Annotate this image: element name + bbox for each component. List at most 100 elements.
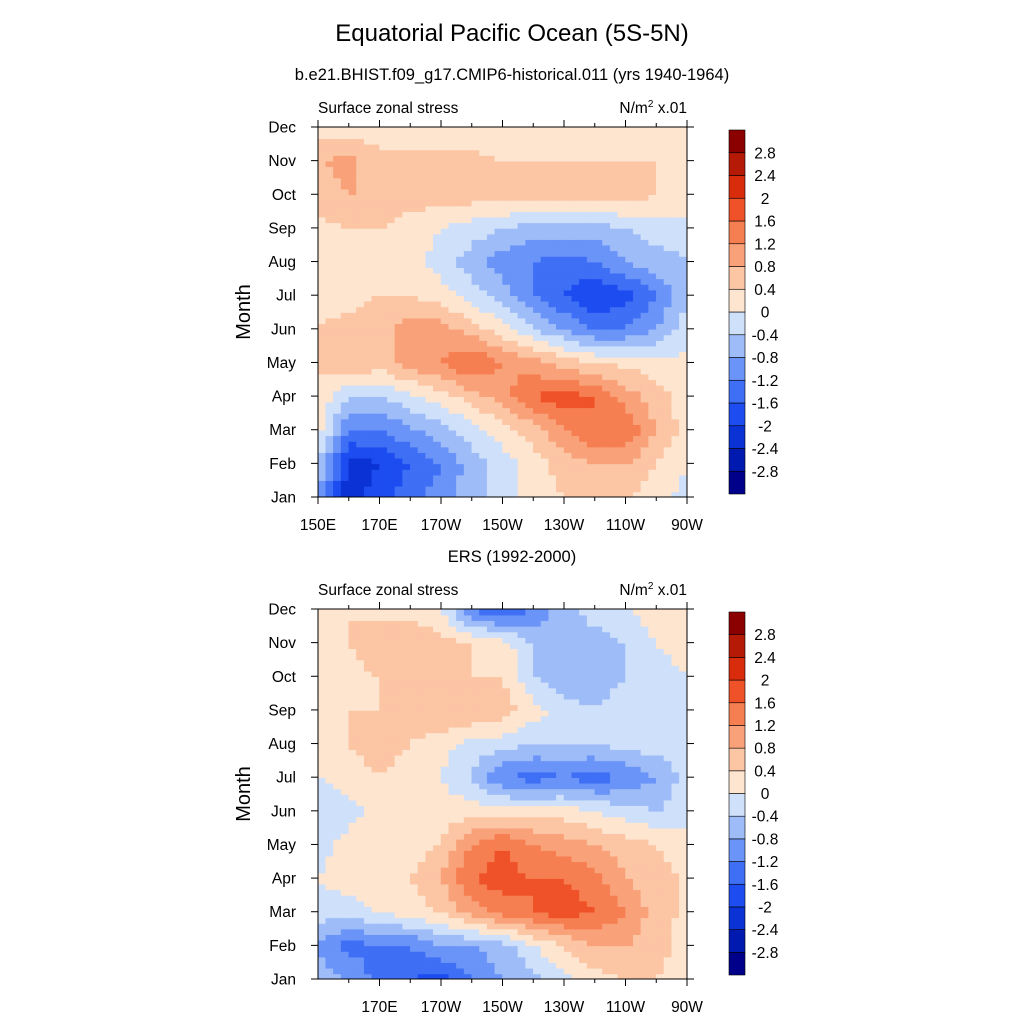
heatmap-cell [625, 283, 634, 291]
heatmap-cell [463, 883, 473, 891]
heatmap-cell [394, 849, 404, 857]
heatmap-cell [348, 266, 358, 274]
heatmap-cell [433, 367, 442, 375]
heatmap-cell [356, 776, 365, 784]
heatmap-cell [509, 883, 519, 891]
heatmap-cell [325, 244, 335, 252]
heatmap-cell [571, 384, 581, 392]
heatmap-cell [517, 922, 527, 930]
heatmap-cell [632, 390, 642, 397]
heatmap-cell [640, 345, 650, 353]
heatmap-cell [318, 194, 327, 201]
heatmap-cell [679, 412, 687, 420]
heatmap-cell [325, 250, 335, 257]
heatmap-cell [548, 311, 558, 319]
heatmap-cell [325, 771, 335, 778]
heatmap-cell [671, 154, 681, 162]
heatmap-cell [348, 401, 358, 409]
heatmap-cell [340, 765, 350, 773]
heatmap-cell [333, 216, 342, 224]
heatmap-cell [586, 345, 596, 353]
heatmap-cell [525, 872, 535, 879]
heatmap-cell [386, 849, 396, 857]
heatmap-cell [609, 266, 619, 274]
heatmap-cell [410, 659, 419, 666]
heatmap-cell [379, 720, 388, 728]
colorbar-label: 1.6 [754, 214, 776, 231]
heatmap-cell [448, 805, 458, 812]
heatmap-cell [379, 250, 388, 257]
heatmap-cell [594, 272, 604, 280]
heatmap-cell [632, 210, 642, 218]
heatmap-cell [456, 373, 465, 381]
heatmap-cell [363, 631, 373, 638]
heatmap-cell [671, 356, 681, 364]
heatmap-cell [394, 210, 404, 218]
y-axis-label: Month [233, 284, 255, 340]
heatmap-cell [556, 311, 565, 319]
heatmap-cell [609, 412, 619, 420]
heatmap-cell [679, 351, 687, 358]
heatmap-cell [440, 653, 450, 661]
colorbar-swatch [728, 288, 746, 313]
heatmap-cell [479, 625, 488, 633]
heatmap-cell [410, 227, 419, 235]
heatmap-cell [663, 468, 673, 476]
heatmap-cell [371, 664, 381, 672]
heatmap-cell [325, 838, 335, 846]
heatmap-cell [348, 933, 358, 941]
heatmap-cell [363, 810, 373, 818]
heatmap-cell [433, 485, 442, 493]
heatmap-cell [486, 844, 496, 851]
heatmap-cell [425, 950, 435, 958]
heatmap-cell [356, 171, 365, 179]
heatmap-cell [525, 877, 535, 885]
heatmap-cell [379, 272, 388, 280]
heatmap-cell [502, 457, 511, 465]
heatmap-cell [356, 609, 365, 616]
heatmap-cell [440, 967, 450, 975]
heatmap-cell [333, 272, 342, 280]
heatmap-cell [425, 905, 435, 913]
heatmap-cell [417, 401, 427, 409]
heatmap-cell [318, 788, 327, 795]
heatmap-cell [348, 238, 358, 246]
heatmap-cell [594, 479, 604, 487]
heatmap-cell [448, 250, 458, 257]
heatmap-cell [479, 905, 488, 913]
heatmap-cell [448, 609, 458, 616]
heatmap-cell [663, 154, 673, 162]
heatmap-cell [363, 255, 373, 263]
heatmap-cell [379, 872, 388, 879]
heatmap-cell [417, 838, 427, 846]
heatmap-cell [318, 238, 327, 246]
heatmap-cell [509, 894, 519, 902]
heatmap-cell [448, 900, 458, 907]
heatmap-cell [479, 827, 488, 835]
heatmap-cell [386, 166, 396, 173]
heatmap-cell [402, 323, 412, 330]
heatmap-cell [410, 401, 419, 409]
heatmap-cell [402, 390, 412, 397]
heatmap-cell [509, 188, 519, 196]
heatmap-cell [356, 210, 365, 218]
heatmap-cell [402, 457, 412, 465]
heatmap-cell [340, 620, 350, 627]
heatmap-cell [402, 788, 412, 795]
heatmap-cell [502, 883, 511, 891]
heatmap-cell [394, 127, 404, 134]
heatmap-cell [494, 194, 504, 201]
heatmap-cell [471, 278, 481, 285]
heatmap-cell [486, 238, 496, 246]
heatmap-cell [402, 754, 412, 762]
heatmap-cell [640, 283, 650, 291]
heatmap-cell [609, 300, 619, 308]
heatmap-cell [417, 356, 427, 364]
heatmap-cell [548, 132, 558, 140]
heatmap-cell [456, 642, 465, 650]
heatmap-cell [386, 648, 396, 655]
heatmap-cell [356, 748, 365, 756]
heatmap-cell [479, 446, 488, 453]
heatmap-cell [486, 328, 496, 336]
heatmap-cell [348, 961, 358, 969]
